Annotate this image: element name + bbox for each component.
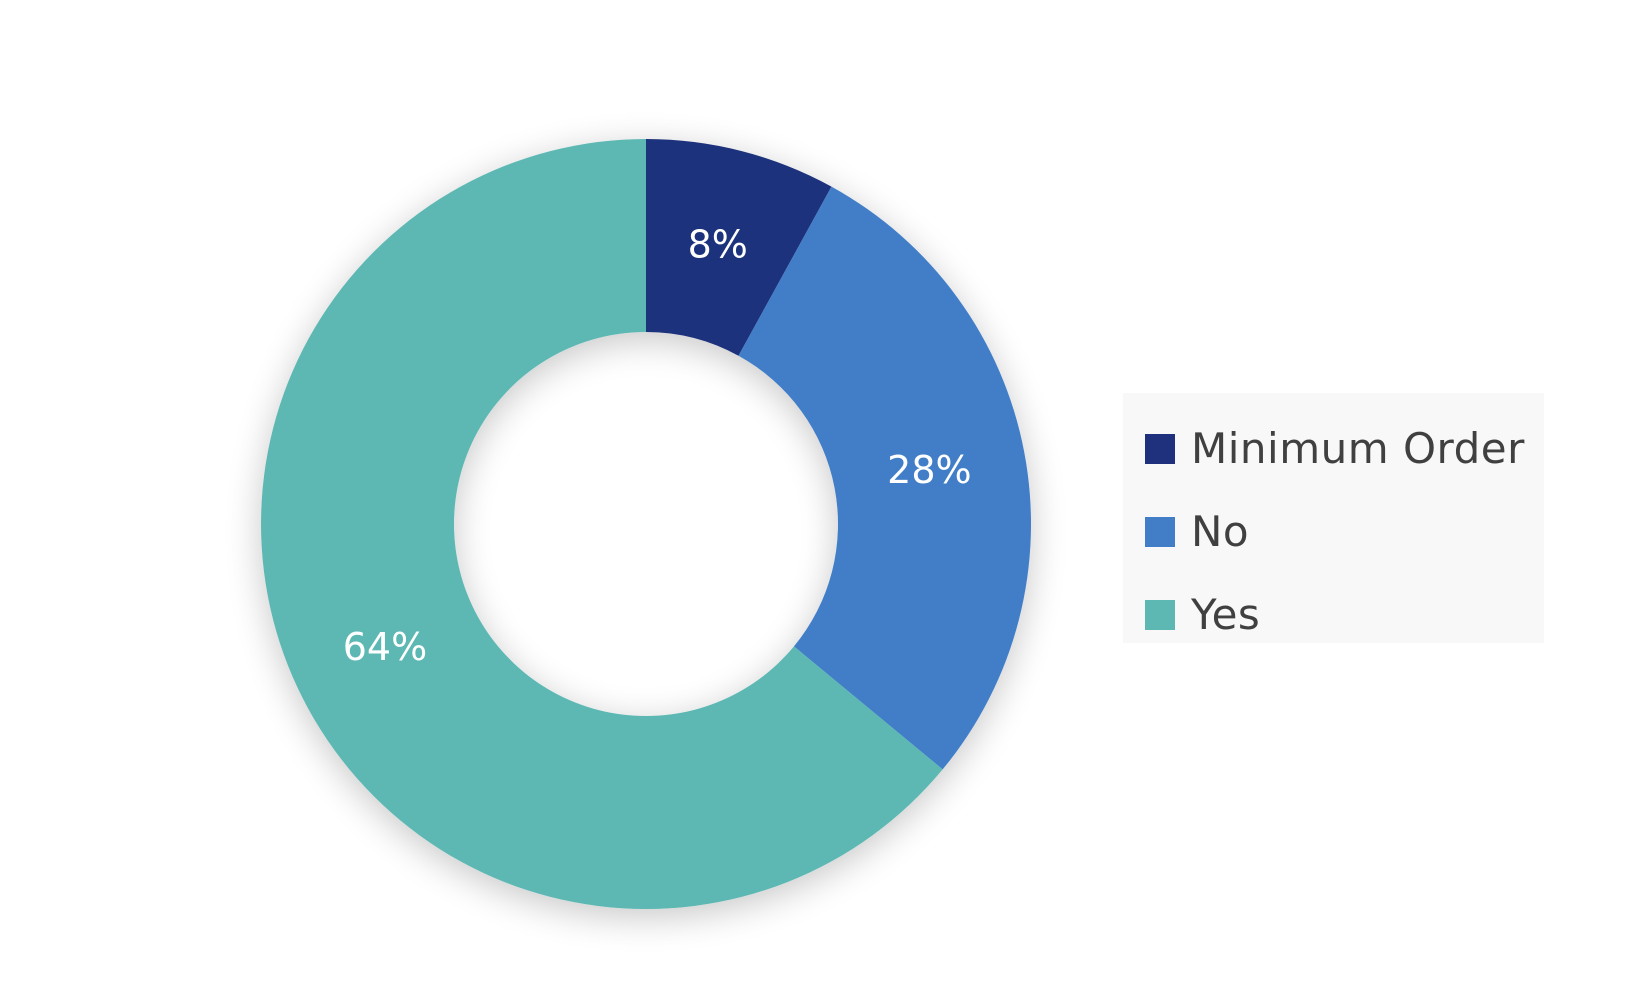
- legend-label-yes: Yes: [1191, 590, 1261, 639]
- slice-minimum-order[interactable]: [646, 139, 832, 356]
- legend-item-yes[interactable]: Yes: [1145, 573, 1544, 656]
- data-labels: 8% 28% 64%: [343, 223, 972, 669]
- chart-legend: Minimum Order No Yes: [1123, 393, 1544, 643]
- slice-yes[interactable]: [260, 139, 943, 910]
- slice-no[interactable]: [738, 186, 1031, 770]
- donut-slices: [260, 139, 1031, 910]
- legend-item-no[interactable]: No: [1145, 490, 1544, 573]
- legend-swatch-no: [1145, 516, 1175, 547]
- data-label-no: 28%: [887, 448, 971, 492]
- legend-item-minimum-order[interactable]: Minimum Order: [1145, 407, 1544, 490]
- data-label-minimum-order: 8%: [688, 223, 748, 267]
- legend-label-no: No: [1191, 507, 1250, 556]
- data-label-yes: 64%: [343, 625, 427, 669]
- legend-swatch-yes: [1145, 599, 1175, 630]
- legend-swatch-minimum-order: [1145, 433, 1175, 464]
- legend-label-minimum-order: Minimum Order: [1191, 424, 1525, 473]
